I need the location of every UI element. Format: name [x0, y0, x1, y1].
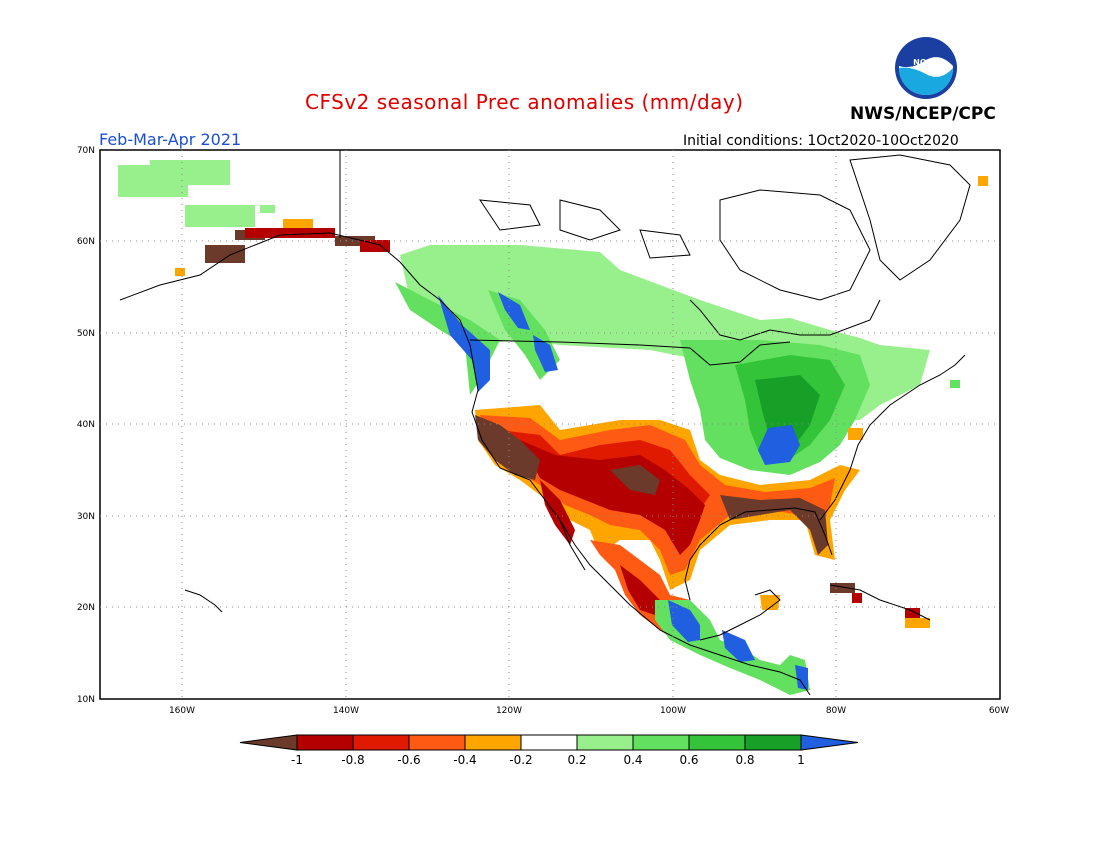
colorbar-tick-label: -0.4 [453, 753, 476, 767]
lat-label: 70N [77, 146, 95, 156]
colorbar-bin [520, 734, 578, 751]
graticule [100, 150, 1000, 699]
colorbar-tick-label: -0.2 [509, 753, 532, 767]
lat-label: 20N [77, 603, 95, 613]
colorbar-tick-label: -0.8 [341, 753, 364, 767]
colorbar-bin [744, 734, 802, 751]
lat-label: 30N [77, 512, 95, 522]
season-label: Feb-Mar-Apr 2021 [99, 130, 242, 149]
lat-label: 60N [77, 237, 95, 247]
lon-label: 160W [169, 706, 195, 716]
noaa-logo-text: NOAA [913, 58, 939, 67]
lon-label: 60W [989, 706, 1009, 716]
colorbar-tick-label: 0.8 [735, 753, 754, 767]
lat-label: 50N [77, 329, 95, 339]
colorbar-tick-label: -0.6 [397, 753, 420, 767]
colorbar-tick-label: -1 [291, 753, 303, 767]
longitude-labels: 160W 140W 120W 100W 80W 60W [169, 706, 1009, 716]
lon-label: 80W [826, 706, 846, 716]
agency-label: NWS/NCEP/CPC [850, 104, 996, 124]
colorbar-tick-label: 0.2 [567, 753, 586, 767]
initial-conditions-label: Initial conditions: 1Oct2020-10Oct2020 [683, 133, 959, 149]
lat-label: 10N [77, 695, 95, 705]
noaa-logo: NOAA [895, 37, 957, 99]
colorbar-tick-label: 1 [797, 753, 805, 767]
colorbar-bin [352, 734, 410, 751]
colorbar-below-min-arrow [239, 734, 298, 751]
lon-label: 100W [660, 706, 686, 716]
colorbar-bin [464, 734, 522, 751]
colorbar-bin [576, 734, 634, 751]
colorbar-tick-label: 0.6 [679, 753, 698, 767]
colorbar-bin [688, 734, 746, 751]
lat-label: 40N [77, 420, 95, 430]
colorbar-bin [296, 734, 354, 751]
colorbar-tick-label: 0.4 [623, 753, 642, 767]
colorbar-above-max-arrow [800, 734, 859, 751]
colorbar-bin [632, 734, 690, 751]
colorbar: -1 -0.8 -0.6 -0.4 -0.2 0.2 0.4 0.6 0.8 1 [239, 734, 859, 767]
map-title: CFSv2 seasonal Prec anomalies (mm/day) [305, 90, 744, 114]
coastlines [119, 150, 971, 696]
lon-label: 140W [333, 706, 359, 716]
lon-label: 120W [496, 706, 522, 716]
latitude-labels: 70N 60N 50N 40N 30N 20N 10N [77, 146, 95, 705]
colorbar-bin [408, 734, 466, 751]
